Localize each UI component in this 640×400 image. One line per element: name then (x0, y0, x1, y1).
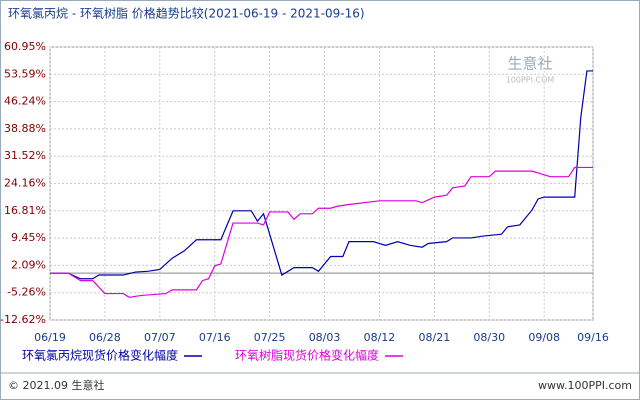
x-tick-label: 07/16 (199, 331, 231, 344)
legend-label: 环氧树脂现货价格变化幅度 (235, 348, 379, 363)
footer-right: www.100PPI.com (538, 379, 632, 392)
y-tick-label: -12.62% (0, 313, 46, 326)
y-tick-label: -5.26% (7, 286, 46, 299)
y-tick-label: 24.16% (4, 177, 46, 190)
x-tick-label: 08/21 (419, 331, 451, 344)
y-tick-label: 9.45% (11, 231, 46, 244)
y-tick-label: 38.88% (4, 122, 46, 135)
x-tick-label: 06/19 (34, 331, 66, 344)
watermark: 生意社 (507, 55, 552, 73)
x-tick-label: 07/25 (254, 331, 286, 344)
legend-label: 环氧氯丙烷现货价格变化幅度 (22, 348, 178, 363)
series-line (50, 70, 593, 280)
y-tick-label: 46.24% (4, 95, 46, 108)
x-tick-label: 08/12 (364, 331, 396, 344)
x-tick-label: 08/03 (309, 331, 341, 344)
y-tick-label: 2.09% (11, 258, 46, 271)
footer-left: © 2021.09 生意社 (8, 378, 104, 392)
x-tick-label: 09/08 (528, 331, 560, 344)
y-tick-label: 16.81% (4, 204, 46, 217)
series-line (50, 166, 593, 298)
x-tick-label: 09/16 (577, 331, 609, 344)
x-tick-label: 06/28 (89, 331, 121, 344)
x-tick-label: 08/30 (473, 331, 505, 344)
y-tick-label: 60.95% (4, 40, 46, 53)
y-tick-label: 31.52% (4, 149, 46, 162)
watermark: 100PPI.COM (506, 76, 555, 85)
y-tick-label: 53.59% (4, 67, 46, 80)
chart-title: 环氧氯丙烷 - 环氧树脂 价格趋势比较(2021-06-19 - 2021-09… (8, 6, 365, 21)
x-tick-label: 07/07 (144, 331, 176, 344)
